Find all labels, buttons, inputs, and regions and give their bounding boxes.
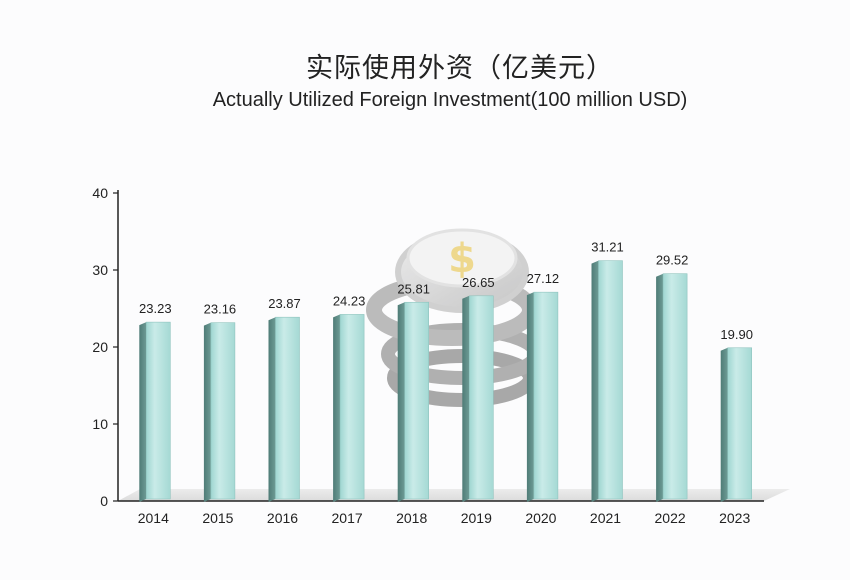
bar bbox=[598, 260, 623, 500]
svg-text:$: $ bbox=[448, 236, 476, 282]
bar bbox=[662, 273, 688, 500]
bar bbox=[275, 316, 300, 500]
bar-side bbox=[397, 302, 405, 502]
bar-value-label: 31.21 bbox=[591, 240, 624, 255]
x-tick-label: 2017 bbox=[332, 510, 363, 526]
bar-value-label: 26.65 bbox=[462, 275, 495, 290]
bar-value-label: 23.23 bbox=[139, 301, 172, 316]
bar-value-label: 27.12 bbox=[527, 271, 560, 286]
x-tick-label: 2023 bbox=[719, 510, 750, 526]
bar-side bbox=[139, 322, 147, 502]
bar bbox=[404, 301, 430, 500]
y-tick-label: 0 bbox=[100, 493, 108, 509]
chart-title: 实际使用外资（亿美元） bbox=[306, 53, 614, 84]
x-tick-label: 2022 bbox=[655, 510, 686, 526]
bar bbox=[339, 314, 365, 500]
bar bbox=[146, 321, 171, 500]
bar-value-label: 29.52 bbox=[656, 253, 689, 268]
bar bbox=[210, 322, 236, 500]
bar bbox=[533, 291, 559, 500]
y-tick-label: 20 bbox=[92, 339, 108, 355]
bar bbox=[727, 347, 753, 500]
bar-side bbox=[526, 292, 534, 502]
x-tick-label: 2021 bbox=[590, 510, 621, 526]
y-tick-label: 30 bbox=[92, 262, 108, 278]
bar-value-label: 24.23 bbox=[333, 293, 366, 308]
bar-side bbox=[591, 260, 599, 502]
bar-side bbox=[203, 322, 211, 502]
bar-value-label: 23.87 bbox=[268, 296, 301, 311]
x-tick-label: 2019 bbox=[461, 510, 492, 526]
coin-stack-icon: $ bbox=[366, 228, 543, 407]
bar-side bbox=[656, 273, 664, 502]
x-tick-label: 2014 bbox=[138, 510, 169, 526]
bar-value-label: 19.90 bbox=[720, 327, 753, 342]
bar bbox=[468, 295, 494, 500]
bar-side bbox=[462, 295, 470, 502]
x-tick-label: 2015 bbox=[202, 510, 233, 526]
chart-subtitle: Actually Utilized Foreign Investment(100… bbox=[212, 89, 688, 111]
x-tick-label: 2018 bbox=[396, 510, 427, 526]
bar-value-label: 23.16 bbox=[204, 302, 237, 317]
bar-side bbox=[268, 317, 276, 502]
x-tick-label: 2020 bbox=[525, 510, 556, 526]
bar-side bbox=[333, 314, 341, 502]
bar-side bbox=[720, 347, 728, 502]
x-tick-label: 2016 bbox=[267, 510, 298, 526]
y-tick-label: 10 bbox=[92, 416, 108, 432]
y-tick-label: 40 bbox=[92, 185, 108, 201]
bar-value-label: 25.81 bbox=[397, 281, 430, 296]
